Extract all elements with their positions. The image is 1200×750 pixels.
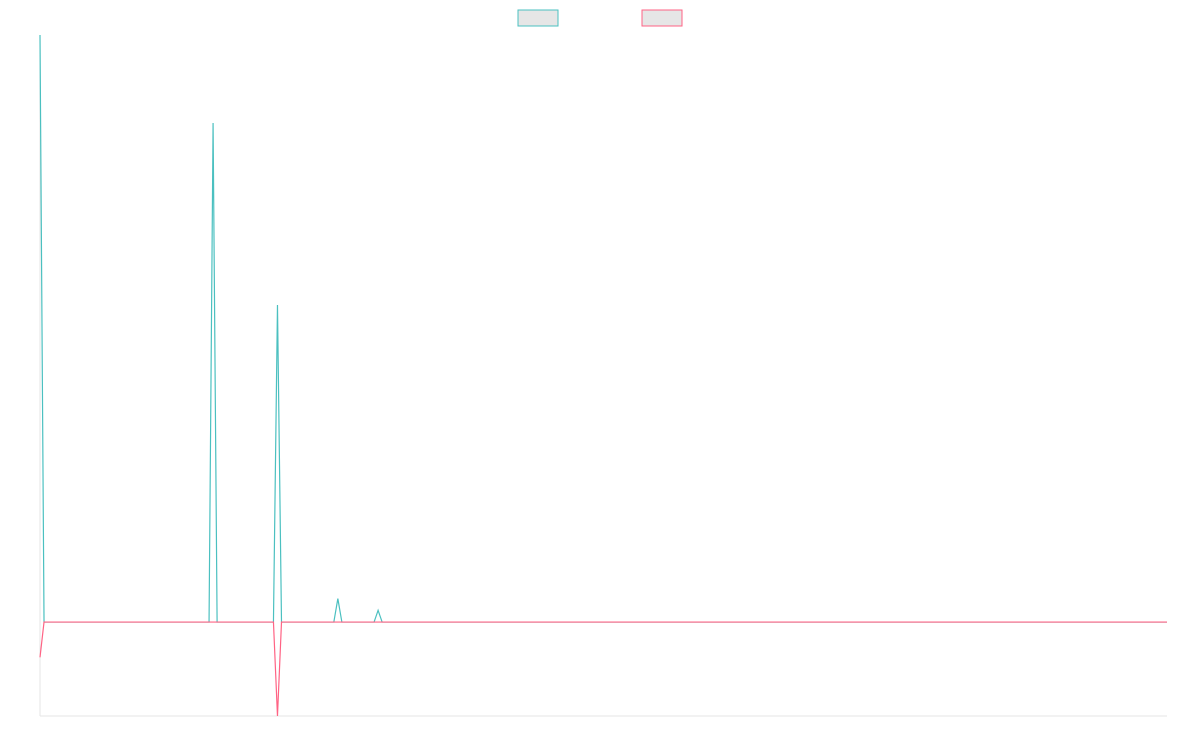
legend-swatch[interactable] — [517, 9, 559, 27]
series-line — [39, 34, 1167, 623]
legend-swatch[interactable] — [641, 9, 683, 27]
series-line — [39, 621, 1167, 717]
